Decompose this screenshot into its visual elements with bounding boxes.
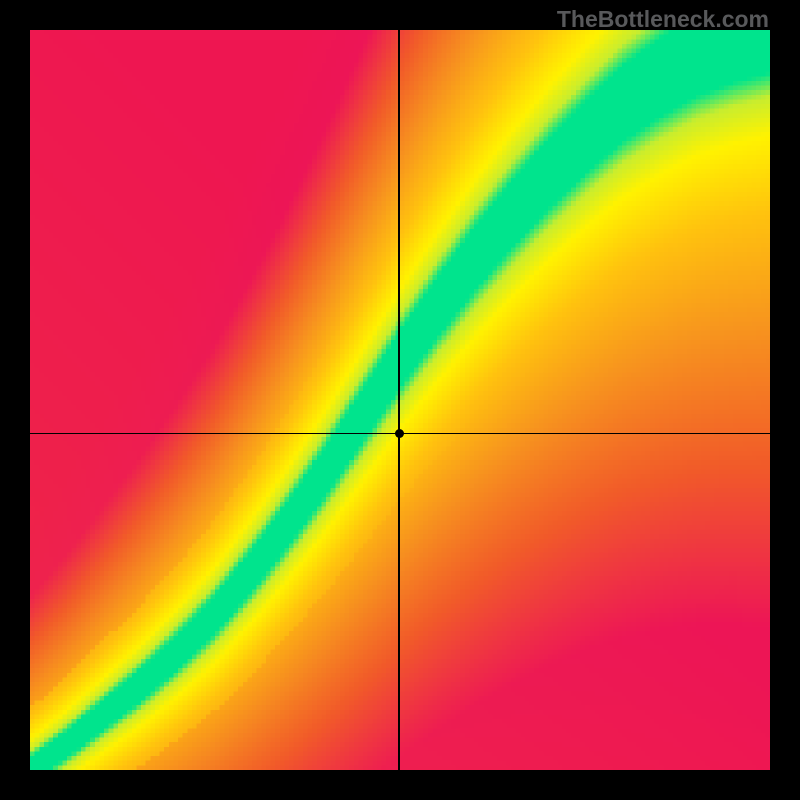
chart-frame — [30, 30, 770, 770]
watermark-text: TheBottleneck.com — [557, 6, 769, 33]
data-point-marker — [395, 429, 404, 438]
crosshair-vertical — [398, 30, 400, 770]
